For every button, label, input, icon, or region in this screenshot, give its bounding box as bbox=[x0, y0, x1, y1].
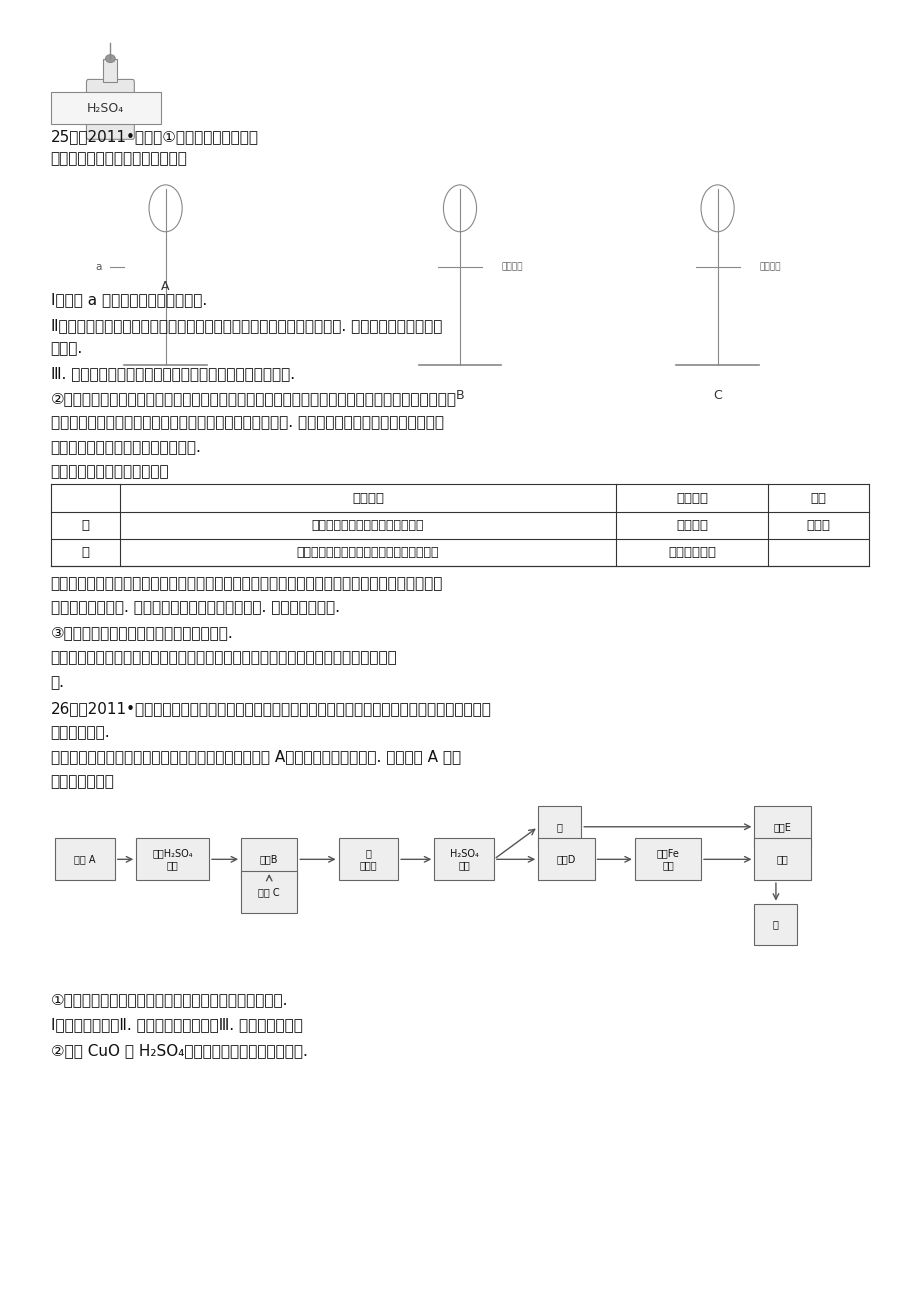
FancyBboxPatch shape bbox=[241, 871, 297, 913]
Ellipse shape bbox=[700, 185, 733, 232]
Text: 稀量Fe
过滤: 稀量Fe 过滤 bbox=[656, 849, 678, 870]
Text: 结合下列实验装置图回答有关问题: 结合下列实验装置图回答有关问题 bbox=[51, 151, 187, 167]
FancyBboxPatch shape bbox=[754, 838, 810, 880]
Text: 26、（2011•上海）实验室废液中含有硝酸银、硝酸铜，实验小组利用稀硝酸和铁粉分离回收银和铜，: 26、（2011•上海）实验室废液中含有硝酸银、硝酸铜，实验小组利用稀硝酸和铁粉… bbox=[51, 700, 491, 716]
Text: 滤液D: 滤液D bbox=[556, 854, 575, 865]
Text: ＿＿＿＿＿＿: ＿＿＿＿＿＿ bbox=[667, 547, 716, 559]
Text: Ⅲ. 符合启普发生器原理的装置是＿＿＿＿＿＿（填编号）.: Ⅲ. 符合启普发生器原理的装置是＿＿＿＿＿＿（填编号）. bbox=[51, 366, 294, 381]
Text: 甲、乙一致的结论. 甲、乙认为丙的实验设计不合理. 理由是＿＿＿＿.: 甲、乙一致的结论. 甲、乙认为丙的实验设计不合理. 理由是＿＿＿＿. bbox=[51, 600, 339, 616]
Text: 滤液B: 滤液B bbox=[260, 854, 278, 865]
Text: a: a bbox=[96, 262, 102, 272]
Text: 25、（2011•上海）①实验室制取二氧化碳: 25、（2011•上海）①实验室制取二氧化碳 bbox=[51, 129, 258, 145]
Text: B: B bbox=[455, 389, 464, 402]
FancyBboxPatch shape bbox=[136, 838, 209, 880]
Ellipse shape bbox=[149, 185, 182, 232]
Text: 先在废液中加入过量的铁粉，充分反应后过滤得到滤渣 A，其成分为银、铜和铁. 再对滤渣 A 按如: 先在废液中加入过量的铁粉，充分反应后过滤得到滤渣 A，其成分为银、铜和铁. 再对… bbox=[51, 749, 460, 764]
Text: 丙同学取样于试管中，滴加硝酸银溶液，产生白色沉淀，再加入稀硝酸，沉淀不溶解，由此得出和: 丙同学取样于试管中，滴加硝酸银溶液，产生白色沉淀，再加入稀硝酸，沉淀不溶解，由此… bbox=[51, 575, 442, 591]
Text: ③从剩余溶液中得到尽可能多的氯化钙固体.: ③从剩余溶液中得到尽可能多的氯化钙固体. bbox=[51, 625, 233, 641]
Text: 取样于试管中，逐滴滴加碳酸钠溶液至过量: 取样于试管中，逐滴滴加碳酸钠溶液至过量 bbox=[297, 547, 438, 559]
Text: ①先再废液中加入过量的铁粉，过量的目的是＿＿＿＿＿.: ①先再废液中加入过量的铁粉，过量的目的是＿＿＿＿＿. bbox=[51, 992, 288, 1008]
Text: 银: 银 bbox=[556, 822, 562, 832]
Text: ②写出 CuO 与 H₂SO₄反应的化学方程式＿＿＿＿＿.: ②写出 CuO 与 H₂SO₄反应的化学方程式＿＿＿＿＿. bbox=[51, 1043, 307, 1059]
FancyBboxPatch shape bbox=[538, 806, 581, 848]
FancyBboxPatch shape bbox=[51, 92, 161, 124]
Text: 银
氧化铜: 银 氧化铜 bbox=[359, 849, 377, 870]
Ellipse shape bbox=[106, 55, 115, 62]
Ellipse shape bbox=[443, 185, 476, 232]
FancyBboxPatch shape bbox=[86, 79, 134, 139]
Text: 实验现象: 实验现象 bbox=[675, 492, 708, 504]
Text: H₂SO₄
过滤: H₂SO₄ 过滤 bbox=[449, 849, 478, 870]
FancyBboxPatch shape bbox=[338, 838, 398, 880]
FancyBboxPatch shape bbox=[538, 838, 594, 880]
FancyBboxPatch shape bbox=[434, 838, 494, 880]
Text: C: C bbox=[712, 389, 721, 402]
Text: 有盐酸: 有盐酸 bbox=[806, 519, 830, 531]
FancyBboxPatch shape bbox=[55, 838, 115, 880]
Text: 同学们认为加入稍过量的＿＿＿＿＿（填化学式），经＿＿＿＿、蒸发等操作后即可完: 同学们认为加入稍过量的＿＿＿＿＿（填化学式），经＿＿＿＿、蒸发等操作后即可完 bbox=[51, 650, 397, 665]
Text: 查找资料：氯化钙溶液呈中性: 查找资料：氯化钙溶液呈中性 bbox=[51, 464, 169, 479]
Text: 设计如下方案.: 设计如下方案. bbox=[51, 725, 110, 741]
Text: 取样于试管中，滴加＿＿＿＿试液: 取样于试管中，滴加＿＿＿＿试液 bbox=[312, 519, 424, 531]
Text: Ⅰ．加快反应速度Ⅱ. 铁的金属活动性较强Ⅲ. 使反应充分进行: Ⅰ．加快反应速度Ⅱ. 铁的金属活动性较强Ⅲ. 使反应充分进行 bbox=[51, 1017, 302, 1032]
Text: ＿＿＿.: ＿＿＿. bbox=[51, 341, 83, 357]
Text: H₂SO₄: H₂SO₄ bbox=[87, 102, 124, 115]
Text: 滤液 C: 滤液 C bbox=[258, 887, 279, 897]
Text: 气体: 气体 bbox=[776, 854, 788, 865]
Text: 下流程图处理：: 下流程图处理： bbox=[51, 773, 114, 789]
Text: 结论: 结论 bbox=[810, 492, 826, 504]
FancyBboxPatch shape bbox=[634, 838, 700, 880]
Text: 同方法进行实验，得到了相同的结论.: 同方法进行实验，得到了相同的结论. bbox=[51, 440, 201, 456]
Text: 乙: 乙 bbox=[81, 547, 89, 559]
Text: 滤渣 A: 滤渣 A bbox=[74, 854, 96, 865]
Text: Ⅰ．仪器 a 的名称是＿＿＿＿＿＿＿.: Ⅰ．仪器 a 的名称是＿＿＿＿＿＿＿. bbox=[51, 292, 207, 307]
Text: 多孔隔板: 多孔隔板 bbox=[501, 263, 522, 271]
Text: 甲: 甲 bbox=[81, 519, 89, 531]
Text: Ⅱ．用大理石和稀盐酸制取二氧化碳，反应的化学方程式是＿＿＿＿＿＿. 二氧化碳的收集方法是: Ⅱ．用大理石和稀盐酸制取二氧化碳，反应的化学方程式是＿＿＿＿＿＿. 二氧化碳的收… bbox=[51, 318, 441, 333]
Text: 多孔隔板: 多孔隔板 bbox=[758, 263, 779, 271]
Text: 成.: 成. bbox=[51, 674, 64, 690]
Text: 铜: 铜 bbox=[772, 919, 778, 930]
Text: 稀量H₂SO₄
过量: 稀量H₂SO₄ 过量 bbox=[153, 849, 193, 870]
FancyBboxPatch shape bbox=[103, 59, 118, 82]
Text: A: A bbox=[161, 280, 170, 293]
Text: ②制取二氧化碳后剩余溶液的成分探究（假设二氧化碳已完全放出，杂质不溶于水且不参加反应）：: ②制取二氧化碳后剩余溶液的成分探究（假设二氧化碳已完全放出，杂质不溶于水且不参加… bbox=[51, 391, 456, 406]
FancyBboxPatch shape bbox=[754, 806, 810, 848]
Text: 试液变红: 试液变红 bbox=[675, 519, 708, 531]
FancyBboxPatch shape bbox=[754, 904, 797, 945]
Text: 实验操作: 实验操作 bbox=[352, 492, 383, 504]
Text: 滤液E: 滤液E bbox=[773, 822, 790, 832]
FancyBboxPatch shape bbox=[241, 838, 297, 880]
Text: 甲、乙同学分析认为剩余溶液中一定有氯化钙，可能有盐酸. 为验证是否含有盐酸，他们采用了不: 甲、乙同学分析认为剩余溶液中一定有氯化钙，可能有盐酸. 为验证是否含有盐酸，他们… bbox=[51, 415, 443, 431]
